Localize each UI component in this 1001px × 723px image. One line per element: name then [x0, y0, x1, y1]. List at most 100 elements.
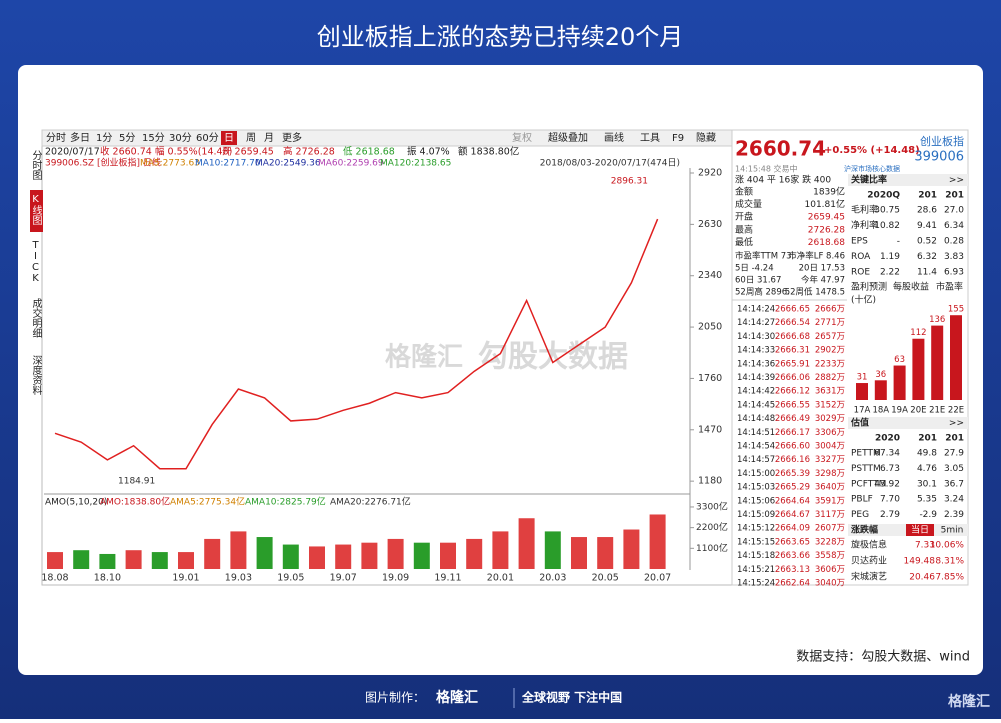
side-tab[interactable]: TICK: [30, 240, 41, 284]
quote-pair: 20日 17.53: [799, 264, 845, 274]
table-cell: 毛利率: [851, 204, 878, 216]
volume-bar: [544, 531, 561, 569]
volume-bar: [256, 537, 273, 569]
trade-time: 14:15:24: [737, 579, 775, 589]
trade-price: 2666.12: [775, 387, 810, 397]
y-tick-label: 2200亿: [696, 521, 728, 533]
x-tick-label: 22E: [948, 406, 964, 416]
value-label: 136: [929, 315, 945, 325]
volume-bar: [361, 542, 378, 569]
info-item: 低 2618.68: [343, 146, 395, 158]
trade-price: 2666.16: [775, 455, 810, 465]
mover-cell: 10.06%: [930, 541, 965, 551]
trade-price: 2666.17: [775, 428, 810, 438]
table-cell: PCFTTM: [851, 479, 886, 489]
period-button[interactable]: 月: [264, 132, 274, 144]
period-button[interactable]: 更多: [282, 131, 302, 144]
table-more: >>: [949, 176, 964, 186]
breadth: 涨 404 平 16家 跌 400: [735, 174, 831, 186]
trade-volume: 3117万: [815, 510, 845, 520]
y-tick-label: 2630: [698, 219, 722, 230]
trade-time: 14:14:51: [737, 428, 775, 438]
table-header: 2020: [875, 434, 900, 444]
mover-cell: 20.46: [909, 573, 935, 583]
quote-pair: 今年 47.97: [801, 275, 845, 286]
period-button[interactable]: 周: [246, 132, 256, 144]
side-panel: [731, 129, 969, 586]
tool-button[interactable]: 工具: [640, 132, 660, 144]
table-cell: -: [897, 237, 900, 247]
table-cell: PSTTM: [851, 464, 881, 474]
trade-price: 2665.29: [775, 483, 810, 493]
x-tick-label: 18.10: [94, 573, 121, 584]
volume-legend: AMO:1838.80亿: [100, 496, 170, 508]
period-button[interactable]: 30分: [169, 132, 192, 144]
forecast-tab[interactable]: 盈利预测: [851, 281, 887, 293]
period-button[interactable]: 5分: [119, 132, 135, 144]
table-cell: PETTM: [851, 449, 881, 459]
table-cell: 净利率: [851, 219, 878, 231]
period-button[interactable]: 多日: [70, 131, 90, 144]
side-tab[interactable]: 分时图: [30, 150, 42, 181]
period-button[interactable]: 1分: [96, 132, 112, 144]
table-cell: 67.34: [874, 449, 900, 459]
table-title: 估值: [850, 417, 869, 429]
trade-time: 14:14:36: [737, 359, 775, 369]
trade-volume: 3591万: [815, 496, 845, 506]
quote-value: 2618.68: [808, 238, 845, 248]
x-tick-label: 19.03: [225, 573, 252, 584]
legend-item: MA5:2773.63: [140, 159, 200, 169]
mover-tab[interactable]: 5min: [941, 526, 964, 536]
trade-time: 14:14:30: [737, 332, 775, 342]
table-header: 2020Q: [867, 191, 900, 201]
tool-button[interactable]: 复权: [512, 131, 532, 144]
period-button[interactable]: 日: [224, 133, 234, 144]
trade-volume: 3228万: [815, 537, 845, 547]
footer-label: 图片制作：: [365, 691, 425, 705]
info-item: 额 1838.80亿: [458, 146, 519, 158]
tool-button[interactable]: 隐藏: [696, 132, 716, 144]
side-tab[interactable]: 深度资料: [30, 355, 42, 396]
table-head-bg: [848, 417, 968, 429]
trade-time: 14:14:39: [737, 373, 775, 383]
trade-price: 2666.60: [775, 442, 810, 452]
volume-legend: AMA5:2775.34亿: [170, 496, 245, 508]
volume-bar: [204, 538, 221, 569]
table-cell: 28.6: [917, 206, 937, 216]
trade-volume: 2233万: [815, 359, 845, 369]
trade-time: 14:14:24: [737, 305, 775, 315]
trade-price: 2665.91: [775, 359, 810, 369]
tool-button[interactable]: F9: [672, 133, 684, 144]
x-tick-label: 19.01: [172, 573, 199, 584]
forecast-tab[interactable]: 市盈率: [936, 281, 963, 293]
volume-bar: [597, 537, 614, 569]
side-tab[interactable]: 成交明细: [30, 298, 42, 338]
value-label: 36: [875, 370, 886, 380]
tool-button[interactable]: 画线: [604, 131, 624, 144]
volume-bar: [649, 514, 666, 569]
period-button[interactable]: 15分: [142, 132, 165, 144]
table-cell: 3.05: [944, 464, 964, 474]
mover-cell: 宋城演艺: [851, 571, 887, 583]
mover-cell: 8.31%: [935, 557, 964, 567]
quote-pair: 60日 31.67: [735, 276, 781, 286]
tool-button[interactable]: 超级叠加: [548, 131, 588, 144]
info-item: 2020/07/17: [45, 147, 100, 158]
mover-cell: 149.48: [904, 557, 936, 567]
mover-tab[interactable]: 当日: [911, 524, 929, 536]
forecast-bar: [950, 315, 962, 400]
trade-time: 14:14:45: [737, 400, 775, 410]
trade-volume: 2666万: [815, 305, 845, 315]
trade-price: 2663.13: [775, 565, 810, 575]
period-button[interactable]: 60分: [196, 132, 219, 144]
trade-volume: 3631万: [815, 387, 845, 397]
mover-cell: 7.33: [915, 541, 935, 551]
table-cell: EPS: [851, 237, 868, 247]
trade-price: 2664.09: [775, 524, 810, 534]
trade-price: 2666.31: [775, 346, 810, 356]
forecast-tab[interactable]: 每股收益: [893, 281, 929, 293]
period-button[interactable]: 分时: [46, 132, 66, 144]
side-tab[interactable]: K线图: [30, 194, 42, 226]
volume-bar: [47, 552, 63, 569]
trade-volume: 2902万: [815, 346, 845, 356]
